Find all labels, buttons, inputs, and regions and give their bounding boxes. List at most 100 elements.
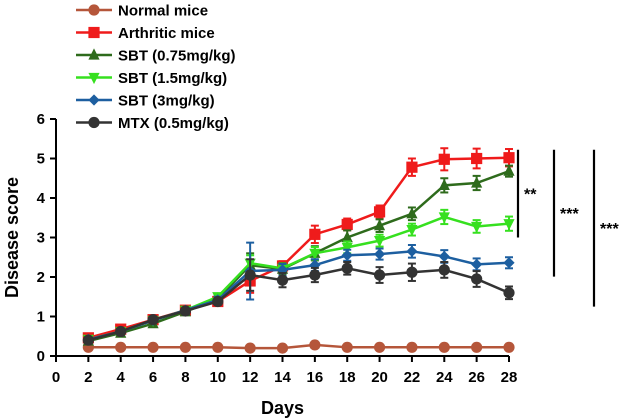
data-point xyxy=(276,274,289,286)
legend: Normal mice Arthritic mice SBT (0.75mg/kg)… xyxy=(76,3,236,132)
data-point xyxy=(244,342,256,354)
data-point xyxy=(309,248,321,260)
y-axis-label: Disease score xyxy=(2,177,22,298)
data-point xyxy=(212,341,224,353)
y-tick-label: 4 xyxy=(37,190,46,207)
x-tick-label: 0 xyxy=(52,369,60,386)
data-point xyxy=(438,264,450,276)
legend-item: SBT (0.75mg/kg) xyxy=(76,48,236,65)
data-point xyxy=(147,341,159,353)
significance-bracket: *** xyxy=(592,149,619,307)
significance-bracket: ** xyxy=(516,149,537,238)
significance-label: *** xyxy=(600,221,619,238)
series-5 xyxy=(82,258,515,346)
y-tick-label: 2 xyxy=(37,269,45,286)
data-point xyxy=(373,248,386,260)
data-point xyxy=(341,249,353,261)
x-tick-label: 2 xyxy=(84,369,92,386)
series-layer xyxy=(82,147,515,354)
x-tick-label: 28 xyxy=(501,369,518,386)
x-tick-label: 4 xyxy=(117,369,126,386)
y-tick-label: 3 xyxy=(37,230,45,247)
x-tick-label: 6 xyxy=(149,369,157,386)
significance-label: *** xyxy=(560,206,579,223)
legend-label: Normal mice xyxy=(118,3,208,20)
x-tick-label: 20 xyxy=(371,369,388,386)
x-tick-label: 12 xyxy=(242,369,259,386)
data-point xyxy=(438,212,450,224)
data-point xyxy=(341,230,353,243)
data-point xyxy=(147,314,159,326)
x-tick-label: 8 xyxy=(181,369,189,386)
legend-label: Arthritic mice xyxy=(118,25,215,42)
legend-marker xyxy=(88,48,100,60)
legend-item: MTX (0.5mg/kg) xyxy=(76,115,229,132)
legend-label: MTX (0.5mg/kg) xyxy=(118,115,229,132)
data-point xyxy=(503,152,515,164)
significance-label: ** xyxy=(524,187,537,204)
data-point xyxy=(276,342,289,354)
data-point xyxy=(438,250,450,263)
x-axis-label: Days xyxy=(261,398,304,418)
series-1 xyxy=(82,147,515,344)
legend-marker xyxy=(88,94,100,106)
data-point xyxy=(244,269,256,281)
data-point xyxy=(82,334,94,346)
data-point xyxy=(406,225,418,237)
data-point xyxy=(406,341,418,353)
data-point xyxy=(503,257,515,269)
data-point xyxy=(341,218,353,231)
data-point xyxy=(406,161,418,173)
series-4 xyxy=(82,241,515,346)
legend-item: Arthritic mice xyxy=(76,25,215,42)
series-line xyxy=(88,267,510,342)
y-ticks: 0 1 2 3 4 5 6 xyxy=(37,111,56,365)
x-tick-label: 18 xyxy=(339,369,356,386)
x-tick-label: 14 xyxy=(274,369,291,386)
data-point xyxy=(503,287,515,299)
y-tick-label: 0 xyxy=(37,348,45,365)
data-point xyxy=(503,219,515,231)
data-point xyxy=(373,206,386,218)
data-point xyxy=(341,262,353,274)
x-ticks: 0 2 4 6 8 10 12 14 16 18 20 22 24 26 28 xyxy=(52,356,518,386)
data-point xyxy=(406,245,418,257)
x-tick-label: 26 xyxy=(468,369,485,386)
legend-marker xyxy=(88,26,100,39)
x-tick-label: 22 xyxy=(404,369,421,386)
series-0 xyxy=(82,339,515,354)
legend-label: SBT (1.5mg/kg) xyxy=(118,70,227,87)
data-point xyxy=(471,258,483,270)
data-point xyxy=(309,259,321,271)
x-tick-label: 24 xyxy=(436,369,453,386)
legend-item: SBT (1.5mg/kg) xyxy=(76,70,227,87)
data-point xyxy=(373,236,386,248)
data-point xyxy=(309,339,321,351)
data-point xyxy=(341,341,353,353)
legend-label: SBT (0.75mg/kg) xyxy=(118,48,236,65)
data-point xyxy=(471,152,483,165)
data-point xyxy=(438,341,450,353)
significance-annotations: ******** xyxy=(516,149,619,307)
data-point xyxy=(438,178,450,190)
significance-bracket: *** xyxy=(552,149,579,277)
data-point xyxy=(503,164,515,176)
legend-item: SBT (3mg/kg) xyxy=(76,93,215,110)
x-tick-label: 16 xyxy=(307,369,324,386)
x-tick-label: 10 xyxy=(209,369,226,386)
legend-marker xyxy=(88,72,100,85)
legend-marker xyxy=(88,4,100,16)
data-point xyxy=(179,305,192,317)
y-tick-label: 1 xyxy=(37,309,45,326)
data-point xyxy=(373,269,386,281)
data-point xyxy=(373,341,386,353)
data-point xyxy=(438,153,450,165)
y-tick-label: 5 xyxy=(37,151,45,168)
data-point xyxy=(373,219,386,231)
data-point xyxy=(471,273,483,285)
data-point xyxy=(471,221,483,234)
data-point xyxy=(471,341,483,353)
data-point xyxy=(471,176,483,188)
data-point xyxy=(115,325,127,338)
